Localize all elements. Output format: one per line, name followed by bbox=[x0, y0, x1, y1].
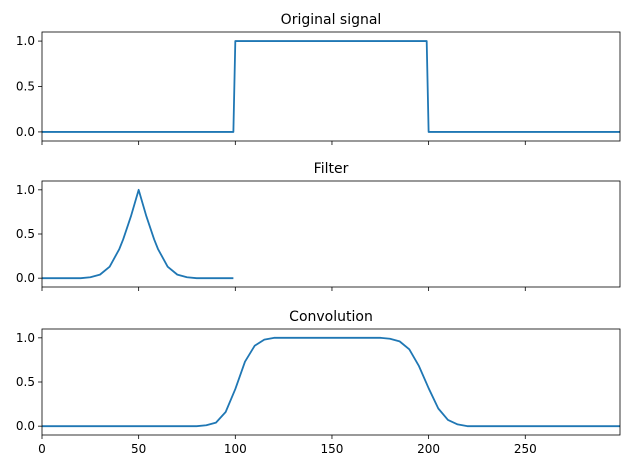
y-tick-label: 0.5 bbox=[16, 375, 35, 389]
subplot-filter: Filter 0.0 0.5 1.0 bbox=[16, 161, 621, 291]
y-tick-label: 1.0 bbox=[16, 331, 35, 345]
axes-frame bbox=[41, 328, 621, 436]
title-filter: Filter bbox=[314, 161, 349, 177]
series-line bbox=[42, 40, 620, 133]
y-tick-label: 0.5 bbox=[16, 80, 35, 94]
y-tick-label: 1.0 bbox=[16, 34, 35, 48]
subplot-convolution: Convolution 0.0 0.5 1.0 0 50 100 150 200 250 bbox=[16, 309, 621, 456]
title-original-signal: Original signal bbox=[281, 12, 382, 28]
y-tick-label: 0.0 bbox=[16, 271, 35, 285]
x-tick-label: 250 bbox=[514, 442, 537, 456]
series-line bbox=[42, 188, 234, 280]
subplot-original-signal: Original signal 0.0 0.5 1.0 bbox=[16, 12, 621, 145]
series-line bbox=[42, 336, 620, 428]
axes-frame bbox=[41, 180, 621, 288]
x-tick-label: 200 bbox=[417, 442, 440, 456]
y-tick-label: 1.0 bbox=[16, 183, 35, 197]
y-tick-label: 0.5 bbox=[16, 227, 35, 241]
x-tick-label: 50 bbox=[131, 442, 146, 456]
title-convolution: Convolution bbox=[289, 309, 373, 325]
x-tick-label: 0 bbox=[38, 442, 46, 456]
y-tick-label: 0.0 bbox=[16, 419, 35, 433]
x-tick-label: 150 bbox=[321, 442, 344, 456]
x-tick-label: 100 bbox=[224, 442, 247, 456]
axes-frame bbox=[41, 31, 621, 142]
y-tick-label: 0.0 bbox=[16, 125, 35, 139]
